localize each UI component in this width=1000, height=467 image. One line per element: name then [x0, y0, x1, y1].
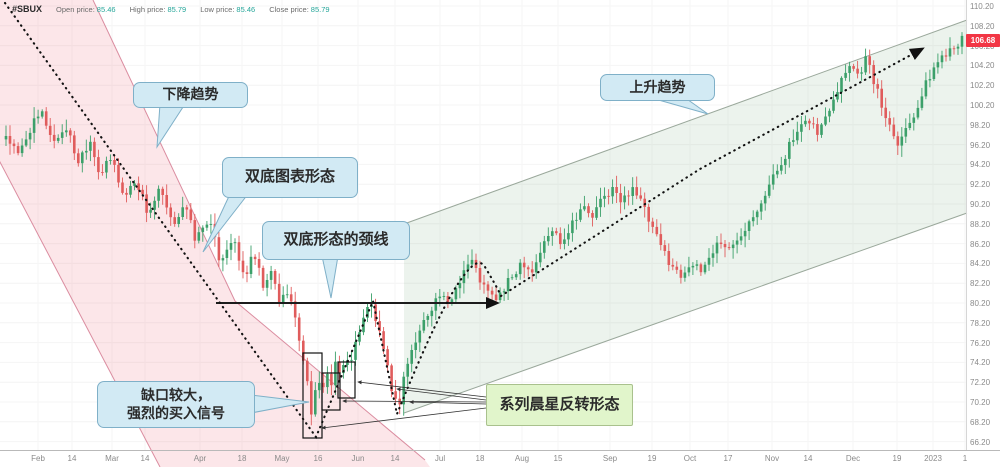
time-axis-label: 19	[647, 454, 657, 463]
candles	[4, 32, 964, 426]
price-axis-label: 108.20	[970, 21, 995, 31]
neckline-callout[interactable]: 双底形态的颈线	[262, 221, 410, 260]
price-axis-label: 110.20	[970, 2, 994, 11]
time-axis-label: 18	[237, 454, 247, 463]
time-axis-label: Oct	[683, 454, 697, 463]
time-axis-border	[0, 450, 1000, 451]
time-axis-label: Dec	[845, 454, 861, 463]
downtrend-callout[interactable]: 下降趋势	[133, 82, 248, 108]
price-axis-label: 88.20	[970, 219, 991, 229]
price-axis-label: 90.20	[970, 200, 991, 209]
time-axis-label: Jun	[351, 454, 365, 463]
time-axis-label: 19	[892, 454, 902, 463]
price-axis-label: 78.20	[970, 318, 991, 328]
price-axis-label: 102.20	[970, 81, 995, 91]
price-axis-label: 100.20	[970, 101, 995, 110]
price-axis-label: 98.20	[970, 120, 991, 130]
time-axis-label: 14	[390, 454, 400, 463]
time-axis-label: May	[274, 454, 290, 463]
price-axis-label: 74.20	[970, 358, 991, 368]
price-axis-label: 80.20	[970, 299, 991, 308]
price-axis-label: 86.20	[970, 239, 991, 249]
time-axis-label: 14	[140, 454, 150, 463]
price-axis-border	[966, 0, 967, 450]
price-axis-label: 94.20	[970, 160, 991, 170]
time-axis-label: 16	[313, 454, 323, 463]
uptrend-callout[interactable]: 上升趋势	[600, 74, 715, 101]
time-axis-label: Mar	[105, 454, 119, 463]
price-axis-label: 92.20	[970, 180, 991, 190]
morning-star-series-label[interactable]: 系列晨星反转形态	[486, 384, 633, 426]
price-axis-label: 70.20	[970, 398, 991, 407]
price-axis-label: 84.20	[970, 259, 991, 269]
low-price-readout: Low price: 85.46	[200, 5, 256, 14]
price-axis-label: 82.20	[970, 279, 991, 289]
time-axis-label: Feb	[31, 454, 45, 463]
open-price-readout: Open price: 85.46	[56, 5, 116, 14]
price-axis-label: 66.20	[970, 437, 991, 447]
price-axis-label: 76.20	[970, 338, 991, 348]
gap-buy-signal-line2: 强烈的买入信号	[127, 404, 225, 421]
morning-star-boxes	[302, 352, 356, 439]
time-axis-label: Sep	[602, 454, 618, 463]
symbol-ticker: #SBUX	[12, 4, 43, 14]
close-price-readout: Close price: 85.79	[269, 5, 330, 14]
time-axis-label: 14	[803, 454, 813, 463]
price-axis-label: 104.20	[970, 61, 995, 71]
time-axis-label: 14	[67, 454, 77, 463]
time-axis-label: 18	[475, 454, 485, 463]
time-axis-label: 17	[723, 454, 733, 463]
price-axis-label: 96.20	[970, 140, 991, 150]
time-axis-label: 15	[553, 454, 563, 463]
time-axis-label: Nov	[764, 454, 780, 463]
gap-buy-signal-callout[interactable]: 缺口较大， 强烈的买入信号	[97, 381, 255, 428]
time-axis-label: 2023	[924, 454, 942, 463]
time-axis-label: Aug	[514, 454, 530, 463]
gap-buy-signal-line1: 缺口较大，	[141, 387, 211, 403]
time-axis-label: Apr	[193, 454, 207, 463]
price-axis-label: 72.20	[970, 378, 991, 388]
symbol-header: #SBUX Open price: 85.46 High price: 85.79 …	[12, 4, 330, 14]
high-price-readout: High price: 85.79	[129, 5, 187, 14]
time-axis-label: 1	[962, 454, 968, 463]
last-price-badge: 106.68	[966, 34, 1000, 47]
price-axis-label: 68.20	[970, 417, 991, 427]
time-axis-label: Jul	[434, 454, 446, 463]
double-bottom-callout[interactable]: 双底图表形态	[222, 157, 358, 198]
